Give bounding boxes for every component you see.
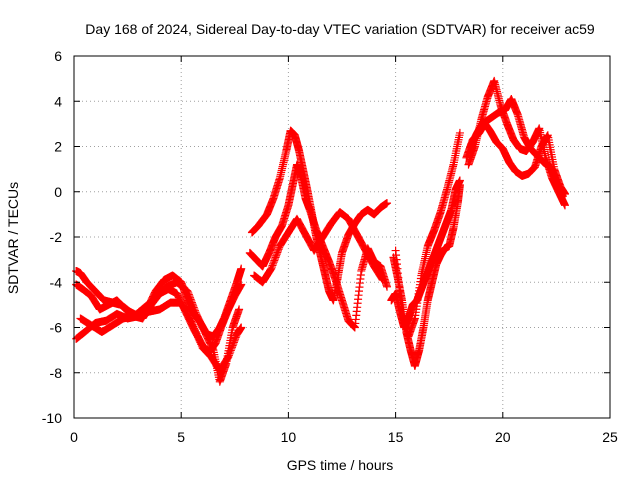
interpolated-marker — [193, 331, 202, 340]
y-tick-labels: -10 -8 -6 -4 -2 0 2 4 6 — [42, 48, 62, 426]
data-point — [383, 282, 392, 291]
y-tick-label: -8 — [50, 365, 63, 381]
interpolated-marker — [196, 338, 205, 347]
y-tick-label: 2 — [54, 139, 62, 155]
y-tick-label: 0 — [54, 184, 62, 200]
interpolated-marker — [194, 333, 203, 342]
interpolated-marker — [208, 344, 217, 353]
series-trace-d — [76, 278, 244, 386]
interpolated-marker — [190, 326, 199, 335]
interpolated-marker — [189, 322, 198, 331]
data-point — [235, 305, 244, 314]
data-point — [455, 180, 464, 189]
x-tick-label: 20 — [495, 429, 511, 445]
axis-ticks — [73, 55, 611, 419]
interpolated-marker — [192, 329, 201, 338]
y-tick-label: 6 — [54, 48, 62, 64]
y-axis-label: SDTVAR / TECUs — [5, 182, 21, 294]
data-point — [383, 199, 392, 208]
interpolated-marker — [377, 274, 386, 283]
chart-title: Day 168 of 2024, Sidereal Day-to-day VTE… — [85, 21, 595, 37]
data-point — [237, 323, 246, 332]
grid-lines — [74, 56, 610, 418]
x-tick-label: 15 — [388, 429, 404, 445]
interpolated-marker — [190, 324, 199, 333]
data-series — [72, 76, 569, 386]
data-point — [237, 264, 246, 273]
data-point — [378, 275, 387, 284]
interpolated-marker — [188, 320, 197, 329]
interpolated-marker — [266, 266, 275, 275]
y-tick-label: -2 — [50, 229, 63, 245]
y-tick-label: -4 — [50, 274, 63, 290]
x-axis-label: GPS time / hours — [287, 457, 394, 473]
data-point — [187, 318, 196, 327]
interpolated-marker — [195, 336, 204, 345]
data-point — [560, 201, 569, 210]
x-tick-labels: 0 5 10 15 20 25 — [70, 429, 618, 445]
interpolated-marker — [197, 340, 206, 349]
x-tick-label: 5 — [177, 429, 185, 445]
data-point — [455, 128, 464, 137]
interpolated-marker — [194, 334, 203, 343]
interpolated-marker — [191, 327, 200, 336]
data-point — [237, 280, 246, 289]
series-trace-j — [391, 128, 464, 341]
y-tick-label: -6 — [50, 320, 63, 336]
x-tick-label: 25 — [602, 429, 618, 445]
y-tick-label: -10 — [42, 410, 62, 426]
series-trace-g — [250, 208, 387, 287]
data-point — [560, 190, 569, 199]
series-trace-m — [466, 117, 569, 199]
series-trace-c — [72, 298, 246, 375]
x-tick-label: 10 — [281, 429, 297, 445]
y-tick-label: 4 — [54, 93, 62, 109]
interpolated-marker — [378, 275, 387, 284]
series-trace-l — [462, 94, 567, 201]
x-tick-label: 0 — [70, 429, 78, 445]
series-trace-k — [464, 76, 569, 210]
